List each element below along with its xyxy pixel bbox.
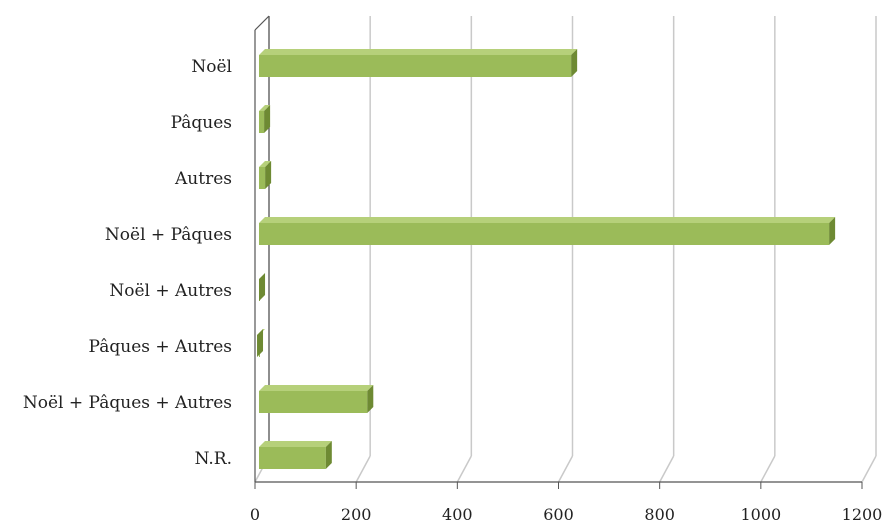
bar-end xyxy=(325,441,332,469)
bars xyxy=(257,49,836,469)
x-tick-label: 400 xyxy=(442,505,473,524)
bar-top xyxy=(259,49,578,55)
bar-end xyxy=(829,217,836,245)
bar-front xyxy=(259,447,326,469)
bar-end xyxy=(264,105,271,133)
bar xyxy=(259,161,272,189)
bar-front xyxy=(259,111,265,133)
category-label: Pâques xyxy=(171,113,232,133)
bar-top xyxy=(259,105,271,111)
floor-gridline xyxy=(760,455,776,483)
x-tick-label: 800 xyxy=(644,505,675,524)
bar-end xyxy=(571,49,578,77)
bar xyxy=(259,385,374,413)
category-label: Noël xyxy=(191,57,232,77)
bar-front xyxy=(259,223,830,245)
x-tick-label: 1000 xyxy=(740,505,781,524)
category-label: N.R. xyxy=(195,449,232,469)
y-axis-corner xyxy=(254,15,270,31)
bar xyxy=(259,217,836,245)
floor-gridline xyxy=(861,455,877,483)
bar-top xyxy=(259,273,266,279)
category-labels: Noël Pâques Autres Noël + Pâques Noël + Autr… xyxy=(23,57,232,469)
bar xyxy=(259,273,266,301)
floor-gridline xyxy=(456,455,472,483)
category-label: Noël + Autres xyxy=(109,281,232,301)
axes xyxy=(254,15,863,489)
category-label: Noël + Pâques xyxy=(105,225,232,245)
bar-front xyxy=(259,391,368,413)
bar xyxy=(259,105,271,133)
floor-gridline xyxy=(355,455,371,483)
bar xyxy=(259,49,578,77)
x-tick-label: 1200 xyxy=(842,505,883,524)
bar-top xyxy=(259,217,836,223)
category-label: Pâques + Autres xyxy=(89,337,232,357)
category-label: Autres xyxy=(174,169,232,189)
x-tick-labels: 0 200 400 600 800 1000 1200 xyxy=(250,505,882,524)
bar-end xyxy=(259,273,266,301)
bar-end xyxy=(367,385,374,413)
floor-gridline xyxy=(557,455,574,483)
floor-gridline xyxy=(659,455,675,483)
bar-end xyxy=(265,161,272,189)
x-tick-label: 0 xyxy=(250,505,260,524)
bar-front xyxy=(259,55,572,77)
category-label: Noël + Pâques + Autres xyxy=(23,393,232,413)
bar-end xyxy=(257,329,264,357)
x-tick-label: 600 xyxy=(543,505,574,524)
bar xyxy=(259,441,332,469)
bar-top xyxy=(259,441,332,447)
bar xyxy=(257,329,265,357)
bar-front xyxy=(259,167,266,189)
bar-top xyxy=(259,385,374,391)
bar-top xyxy=(259,161,272,167)
x-tick-label: 200 xyxy=(341,505,372,524)
